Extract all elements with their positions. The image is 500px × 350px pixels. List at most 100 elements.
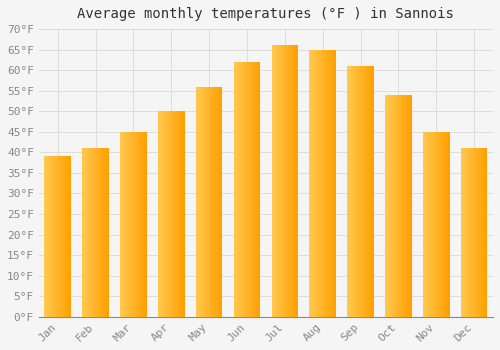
Bar xyxy=(463,148,464,317)
Bar xyxy=(144,132,145,317)
Bar xyxy=(359,66,360,317)
Bar xyxy=(132,132,133,317)
Bar xyxy=(369,66,370,317)
Bar xyxy=(133,132,134,317)
Bar xyxy=(431,132,432,317)
Bar xyxy=(327,50,328,317)
Bar xyxy=(423,132,424,317)
Bar xyxy=(138,132,140,317)
Bar xyxy=(391,95,392,317)
Bar xyxy=(137,132,138,317)
Bar xyxy=(175,111,176,317)
Bar xyxy=(466,148,467,317)
Bar xyxy=(236,62,237,317)
Bar xyxy=(477,148,478,317)
Bar xyxy=(286,46,287,317)
Bar xyxy=(237,62,238,317)
Bar xyxy=(279,46,280,317)
Bar xyxy=(197,86,198,317)
Bar xyxy=(370,66,371,317)
Bar xyxy=(287,46,288,317)
Bar xyxy=(388,95,389,317)
Bar xyxy=(472,148,473,317)
Bar xyxy=(390,95,391,317)
Bar xyxy=(246,62,247,317)
Bar xyxy=(449,132,450,317)
Bar xyxy=(400,95,401,317)
Bar xyxy=(403,95,404,317)
Bar xyxy=(397,95,398,317)
Bar xyxy=(84,148,85,317)
Bar xyxy=(482,148,483,317)
Bar xyxy=(478,148,479,317)
Bar xyxy=(297,46,298,317)
Bar xyxy=(434,132,435,317)
Bar xyxy=(143,132,144,317)
Bar xyxy=(50,156,51,317)
Bar xyxy=(102,148,103,317)
Bar xyxy=(329,50,330,317)
Bar xyxy=(255,62,256,317)
Bar xyxy=(278,46,279,317)
Bar xyxy=(85,148,86,317)
Bar xyxy=(244,62,245,317)
Bar xyxy=(212,86,213,317)
Bar xyxy=(163,111,164,317)
Bar xyxy=(368,66,369,317)
Bar xyxy=(317,50,318,317)
Bar xyxy=(88,148,89,317)
Bar xyxy=(364,66,365,317)
Bar xyxy=(215,86,216,317)
Bar xyxy=(92,148,93,317)
Bar xyxy=(200,86,201,317)
Bar xyxy=(352,66,353,317)
Bar xyxy=(349,66,350,317)
Bar xyxy=(51,156,52,317)
Bar xyxy=(389,95,390,317)
Bar xyxy=(46,156,47,317)
Bar xyxy=(170,111,171,317)
Bar xyxy=(169,111,170,317)
Bar xyxy=(407,95,408,317)
Bar xyxy=(220,86,221,317)
Bar xyxy=(123,132,124,317)
Bar xyxy=(462,148,463,317)
Bar xyxy=(354,66,356,317)
Bar xyxy=(59,156,60,317)
Bar xyxy=(393,95,394,317)
Bar xyxy=(122,132,123,317)
Bar xyxy=(45,156,46,317)
Bar xyxy=(443,132,444,317)
Bar xyxy=(167,111,168,317)
Bar xyxy=(289,46,290,317)
Bar xyxy=(86,148,87,317)
Bar xyxy=(294,46,295,317)
Bar xyxy=(183,111,184,317)
Bar xyxy=(83,148,84,317)
Bar xyxy=(256,62,257,317)
Bar xyxy=(90,148,91,317)
Bar xyxy=(334,50,335,317)
Bar xyxy=(140,132,141,317)
Bar xyxy=(480,148,481,317)
Bar xyxy=(196,86,197,317)
Bar xyxy=(63,156,64,317)
Bar xyxy=(94,148,95,317)
Bar xyxy=(371,66,372,317)
Bar xyxy=(474,148,475,317)
Bar xyxy=(198,86,199,317)
Bar xyxy=(405,95,406,317)
Bar xyxy=(351,66,352,317)
Bar xyxy=(311,50,312,317)
Bar xyxy=(253,62,254,317)
Bar xyxy=(395,95,396,317)
Bar xyxy=(47,156,48,317)
Bar xyxy=(411,95,412,317)
Bar xyxy=(182,111,183,317)
Bar xyxy=(357,66,358,317)
Bar xyxy=(445,132,446,317)
Bar xyxy=(291,46,292,317)
Bar xyxy=(221,86,222,317)
Bar xyxy=(356,66,357,317)
Bar xyxy=(435,132,436,317)
